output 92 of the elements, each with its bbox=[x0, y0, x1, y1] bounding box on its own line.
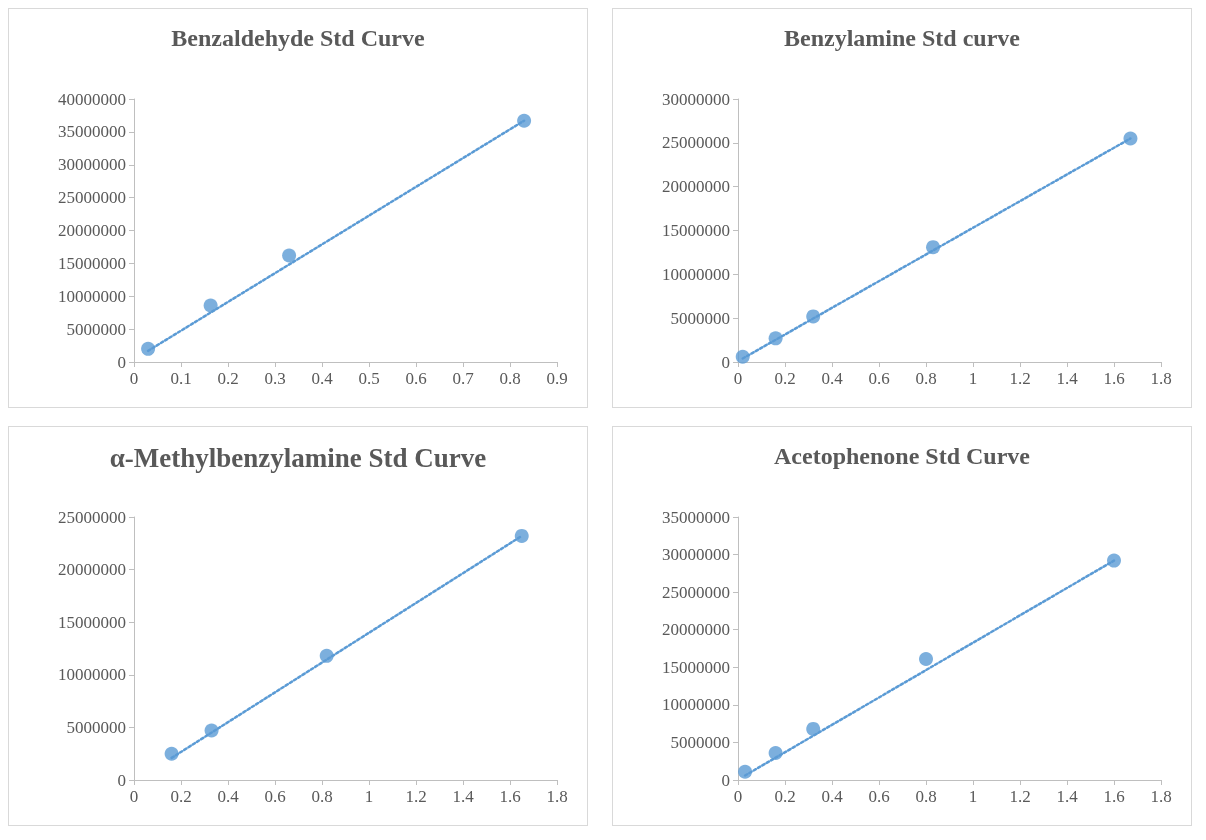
x-tick-label: 0.4 bbox=[821, 369, 844, 388]
y-tick-label: 30000000 bbox=[662, 545, 730, 565]
x-tick-label: 1.6 bbox=[1103, 787, 1125, 806]
y-tick-label: 15000000 bbox=[662, 657, 730, 677]
point bbox=[1107, 553, 1121, 568]
y-tick-label: 0 bbox=[117, 352, 126, 372]
x-tick-label: 1.6 bbox=[1103, 369, 1125, 388]
y-tick-label: 0 bbox=[117, 770, 126, 790]
y-tick-label: 35000000 bbox=[662, 507, 730, 527]
x-tick-label: 1.8 bbox=[1150, 787, 1172, 806]
y-tick-label: 40000000 bbox=[58, 89, 126, 109]
chart-title: Benzylamine Std curve bbox=[784, 25, 1021, 51]
x-tick-label: 0.1 bbox=[170, 369, 192, 388]
x-tick-label: 0.2 bbox=[217, 369, 239, 388]
x-tick-label: 1.8 bbox=[546, 787, 568, 806]
x-tick-label: 0.5 bbox=[358, 369, 380, 388]
point bbox=[768, 331, 783, 346]
x-tick-label: 0.6 bbox=[868, 369, 890, 388]
x-tick-label: 1.2 bbox=[405, 787, 427, 806]
x-tick-label: 0.8 bbox=[499, 369, 521, 388]
point bbox=[203, 298, 218, 313]
point bbox=[282, 248, 297, 263]
x-tick-label: 0.4 bbox=[821, 787, 844, 806]
y-tick-label: 5000000 bbox=[66, 319, 126, 339]
y-tick-label: 10000000 bbox=[58, 665, 126, 685]
x-tick-label: 0.4 bbox=[311, 369, 334, 388]
y-tick-label: 0 bbox=[721, 770, 730, 790]
chart-title: Benzaldehyde Std Curve bbox=[171, 25, 426, 51]
point bbox=[919, 652, 933, 667]
x-tick-label: 1.2 bbox=[1009, 787, 1031, 806]
x-tick-label: 0.6 bbox=[264, 787, 286, 806]
x-tick-label: 1 bbox=[364, 787, 374, 806]
x-tick-label: 1.4 bbox=[1056, 369, 1079, 388]
y-tick-label: 10000000 bbox=[662, 264, 730, 284]
y-tick-label: 20000000 bbox=[58, 560, 126, 580]
x-tick-label: 1 bbox=[968, 787, 978, 806]
x-tick-label: 0.8 bbox=[915, 369, 937, 388]
y-tick-label: 0 bbox=[721, 352, 730, 372]
y-tick-label: 30000000 bbox=[662, 89, 730, 109]
y-tick-label: 15000000 bbox=[58, 253, 126, 273]
y-tick-label: 20000000 bbox=[58, 221, 126, 240]
x-tick-label: 0.6 bbox=[868, 787, 890, 806]
y-tick-label: 20000000 bbox=[662, 177, 730, 197]
point bbox=[735, 349, 750, 364]
y-tick-label: 30000000 bbox=[58, 155, 126, 175]
y-tick-label: 15000000 bbox=[58, 612, 126, 632]
point bbox=[806, 309, 821, 324]
x-tick-label: 1 bbox=[968, 369, 978, 388]
point bbox=[164, 746, 179, 761]
x-tick-label: 0 bbox=[129, 369, 139, 388]
x-tick-label: 0.7 bbox=[452, 369, 475, 388]
x-tick-label: 1.8 bbox=[1150, 369, 1172, 388]
y-tick-label: 5000000 bbox=[670, 308, 730, 328]
x-tick-label: 0 bbox=[129, 787, 139, 806]
y-tick-label: 25000000 bbox=[58, 507, 126, 527]
x-tick-label: 0 bbox=[733, 787, 743, 806]
point bbox=[204, 723, 219, 738]
x-tick-label: 1.6 bbox=[499, 787, 521, 806]
x-tick-label: 0.8 bbox=[311, 787, 333, 806]
point bbox=[806, 721, 821, 736]
chart-title: α-Methylbenzylamine Std Curve bbox=[109, 442, 487, 473]
point bbox=[768, 745, 783, 760]
x-tick-label: 0.6 bbox=[405, 369, 427, 388]
point bbox=[517, 113, 532, 128]
y-tick-label: 5000000 bbox=[66, 717, 126, 737]
x-tick-label: 1.4 bbox=[452, 787, 475, 806]
x-tick-label: 1.4 bbox=[1056, 787, 1079, 806]
point bbox=[738, 764, 753, 779]
y-tick-label: 25000000 bbox=[662, 133, 730, 153]
point bbox=[1123, 131, 1138, 146]
y-tick-label: 15000000 bbox=[662, 221, 730, 240]
x-tick-label: 0 bbox=[733, 369, 743, 388]
y-tick-label: 5000000 bbox=[670, 732, 730, 752]
y-tick-label: 25000000 bbox=[58, 188, 126, 208]
x-tick-label: 0.4 bbox=[217, 787, 240, 806]
x-tick-label: 0.2 bbox=[170, 787, 192, 806]
x-tick-label: 0.8 bbox=[915, 787, 937, 806]
point bbox=[319, 648, 334, 663]
chart-title: Acetophenone Std Curve bbox=[774, 443, 1031, 469]
y-tick-label: 10000000 bbox=[58, 286, 126, 306]
x-tick-label: 1.2 bbox=[1009, 369, 1031, 388]
y-tick-label: 10000000 bbox=[662, 695, 730, 715]
y-tick-label: 25000000 bbox=[662, 582, 730, 602]
y-tick-label: 35000000 bbox=[58, 122, 126, 142]
point bbox=[926, 240, 941, 255]
point bbox=[514, 528, 529, 543]
x-tick-label: 0.2 bbox=[774, 787, 796, 806]
x-tick-label: 0.3 bbox=[264, 369, 286, 388]
point bbox=[141, 341, 156, 356]
y-tick-label: 20000000 bbox=[662, 620, 730, 640]
x-tick-label: 0.9 bbox=[546, 369, 568, 388]
x-tick-label: 0.2 bbox=[774, 369, 796, 388]
